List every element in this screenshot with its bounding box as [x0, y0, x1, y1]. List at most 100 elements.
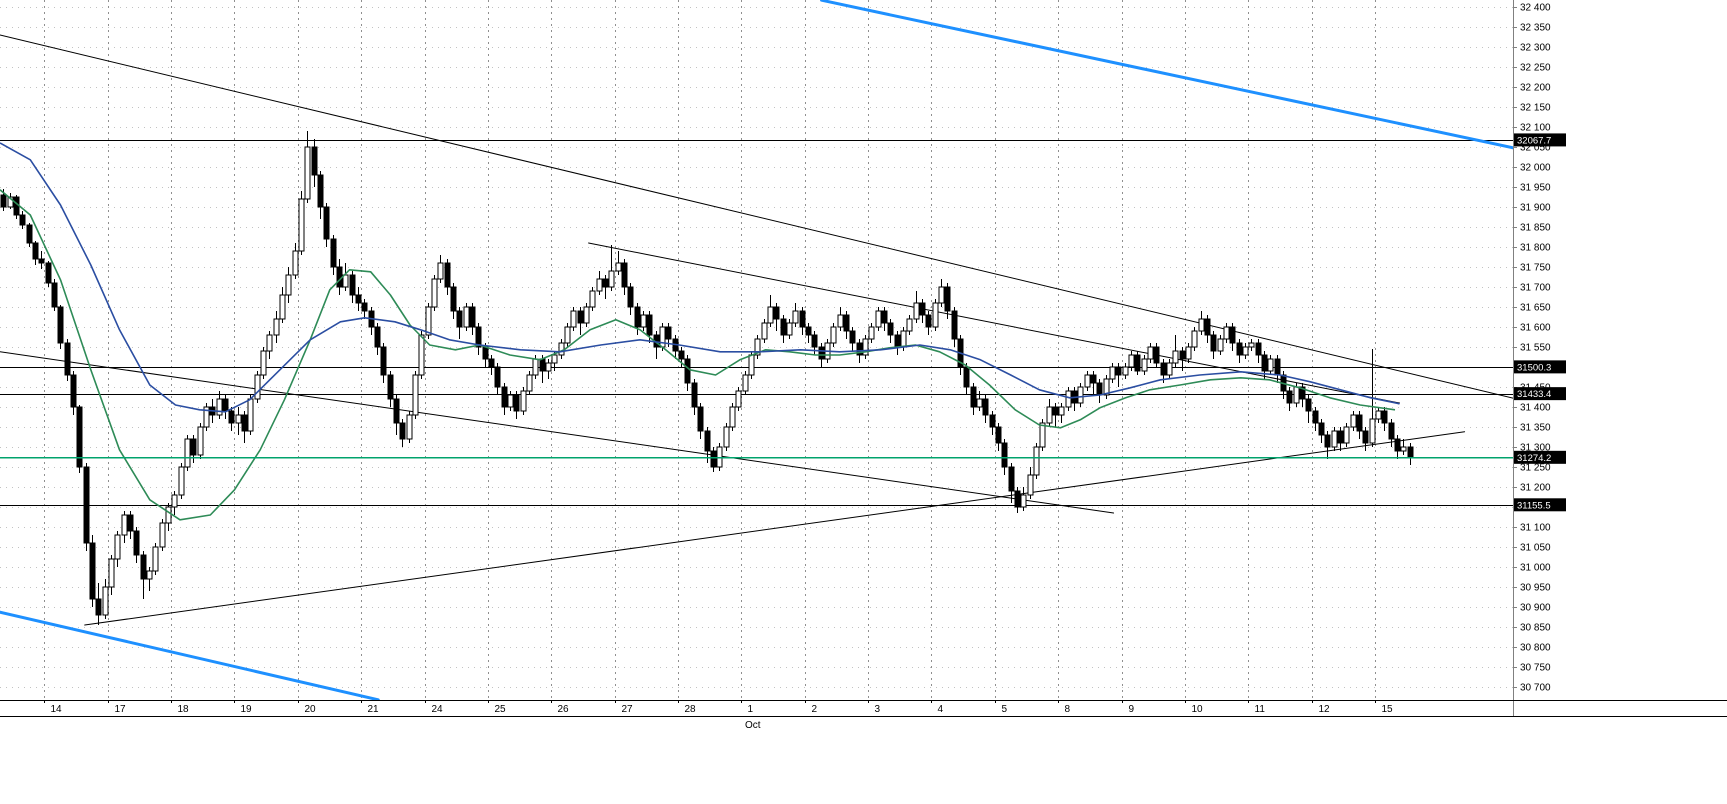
candle-body: [748, 354, 755, 376]
candle-body: [754, 338, 761, 356]
price-tag[interactable]: [1514, 498, 1566, 512]
time-label: 15: [1382, 704, 1394, 715]
candle-body: [1394, 438, 1401, 452]
candle-body: [70, 374, 77, 408]
candle-body: [780, 318, 787, 336]
time-label: 26: [558, 704, 570, 715]
candle-body: [1267, 358, 1274, 372]
candle-body: [811, 334, 818, 348]
time-label: 12: [1319, 704, 1331, 715]
price-tick-label: 31 400: [1520, 403, 1551, 414]
chart-plot-area[interactable]: [0, 0, 1513, 700]
candle-body: [444, 262, 451, 288]
candle-body: [659, 326, 666, 348]
price-tick-label: 31 100: [1520, 523, 1551, 534]
trendline-ascending-support[interactable]: [84, 431, 1466, 626]
price-tick-label: 31 200: [1520, 483, 1551, 494]
candles-layer: [0, 131, 1414, 625]
candle-body: [1153, 346, 1160, 364]
time-label: 1: [748, 704, 754, 715]
candle-body: [545, 362, 552, 372]
price-tag-label: 31155.5: [1517, 500, 1551, 511]
price-tag[interactable]: [1514, 387, 1566, 401]
candle-body: [868, 326, 875, 340]
candle-body: [171, 494, 178, 508]
candle-body: [418, 334, 425, 376]
candle-body: [1172, 350, 1179, 364]
candle-body: [1027, 474, 1034, 496]
candle-body: [862, 338, 869, 356]
candle-body: [843, 314, 850, 332]
candle-body: [1122, 366, 1129, 376]
price-tag[interactable]: [1514, 360, 1566, 374]
time-label: 27: [622, 704, 634, 715]
candle-body: [1305, 398, 1312, 412]
horizontal-lines[interactable]: [0, 140, 1513, 506]
candle-body: [0, 194, 7, 208]
price-tag[interactable]: [1514, 450, 1566, 464]
candle-body: [919, 302, 926, 316]
time-label: 5: [1002, 704, 1008, 715]
candle-body: [279, 294, 286, 320]
candle-body: [1274, 358, 1281, 376]
candle-body: [513, 394, 520, 412]
price-tick-label: 30 700: [1520, 683, 1551, 694]
candle-body: [786, 322, 793, 336]
candle-body: [1001, 442, 1008, 468]
price-tag[interactable]: [1514, 133, 1566, 147]
blue-channel-upper[interactable]: [820, 0, 1513, 150]
candle-body: [1077, 386, 1084, 404]
candle-body: [393, 398, 400, 424]
candle-body: [1198, 318, 1205, 332]
candle-body: [805, 326, 812, 336]
candle-body: [89, 542, 96, 600]
candle-body: [1141, 358, 1148, 372]
candle-body: [989, 414, 996, 428]
candle-body: [241, 414, 248, 432]
candle-body: [742, 374, 749, 392]
candle-body: [1014, 490, 1021, 508]
candle-body: [159, 522, 166, 548]
price-tick-label: 31 350: [1520, 423, 1551, 434]
trendline-descending-major[interactable]: [0, 34, 1513, 399]
candle-body: [190, 438, 197, 456]
candle-body: [596, 278, 603, 292]
candle-body: [1331, 430, 1338, 448]
candle-body: [38, 258, 45, 264]
price-tick-label: 30 850: [1520, 623, 1551, 634]
candle-body: [1312, 410, 1319, 424]
candle-body: [1248, 342, 1255, 348]
candle-body: [494, 366, 501, 388]
candle-body: [463, 306, 470, 328]
candle-body: [1236, 342, 1243, 356]
price-tag-label: 31433.4: [1517, 389, 1551, 400]
candle-body: [1084, 374, 1091, 388]
candle-body: [900, 330, 907, 348]
candle-body: [437, 262, 444, 280]
candle-body: [913, 302, 920, 320]
price-axis[interactable]: 32 400 32 350 32 300 32 250 32 200 32 150 32 1…: [1513, 0, 1566, 717]
candle-body: [19, 214, 26, 226]
candle-body: [121, 514, 128, 536]
time-label: 4: [938, 704, 944, 715]
candle-body: [412, 374, 419, 416]
candle-body: [539, 358, 546, 372]
time-label: 25: [495, 704, 507, 715]
candle-body: [704, 430, 711, 452]
time-label: 11: [1255, 704, 1266, 715]
time-label: 9: [1129, 704, 1135, 715]
time-label: 8: [1065, 704, 1071, 715]
candle-body: [260, 350, 267, 376]
candle-body: [1052, 406, 1059, 416]
price-tick-label: 32 350: [1520, 23, 1551, 34]
candle-body: [1115, 366, 1122, 376]
candle-body: [849, 330, 856, 344]
candle-body: [102, 586, 109, 616]
blue-channel-lower[interactable]: [0, 610, 380, 700]
candle-body: [875, 310, 882, 328]
trendline-wedge-lower[interactable]: [0, 351, 1115, 514]
candle-body: [1388, 422, 1395, 440]
candle-body: [1008, 466, 1015, 492]
